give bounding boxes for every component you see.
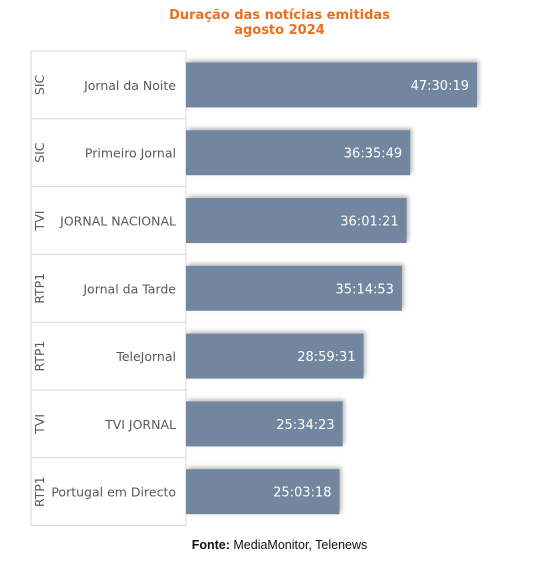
category-label: TeleJornal — [115, 349, 176, 364]
bar-value-label: 47:30:19 — [411, 79, 469, 94]
category-label: JORNAL NACIONAL — [59, 214, 176, 229]
bar-value-label: 28:59:31 — [297, 350, 355, 365]
chart-title-line1: Duração das notícias emitidas — [169, 8, 390, 23]
chart-title: Duração das notícias emitidas agosto 202… — [0, 8, 559, 38]
bar — [186, 62, 477, 108]
bar-value-label: 36:35:49 — [344, 147, 402, 162]
bar — [186, 333, 364, 379]
channel-label: RTP1 — [32, 341, 47, 372]
chart-title-line2: agosto 2024 — [234, 23, 325, 38]
bar — [186, 198, 407, 243]
channel-label: RTP1 — [32, 273, 47, 304]
bar-value-label: 25:03:18 — [273, 486, 331, 501]
channel-label: TVI — [32, 414, 47, 435]
bar — [186, 469, 340, 515]
category-label: Jornal da Tarde — [82, 281, 176, 296]
channel-label: TVI — [32, 211, 47, 232]
bar-value-label: 36:01:21 — [340, 215, 398, 230]
source-note: Fonte: MediaMonitor, Telenews — [0, 538, 559, 552]
category-label: Jornal da Noite — [83, 78, 176, 93]
channel-label: SIC — [32, 142, 47, 163]
bar-value-label: 25:34:23 — [276, 418, 334, 433]
bar — [186, 130, 411, 176]
category-label: TVI JORNAL — [104, 417, 176, 432]
channel-label: SIC — [32, 74, 47, 95]
bar — [186, 401, 343, 447]
category-label: Portugal em Directo — [51, 485, 176, 500]
category-label: Primeiro Jornal — [85, 146, 176, 161]
channel-label: RTP1 — [32, 476, 47, 507]
source-text: MediaMonitor, Telenews — [233, 538, 368, 552]
bar — [186, 265, 402, 311]
source-label: Fonte: — [191, 538, 230, 552]
bar-value-label: 35:14:53 — [336, 282, 394, 297]
